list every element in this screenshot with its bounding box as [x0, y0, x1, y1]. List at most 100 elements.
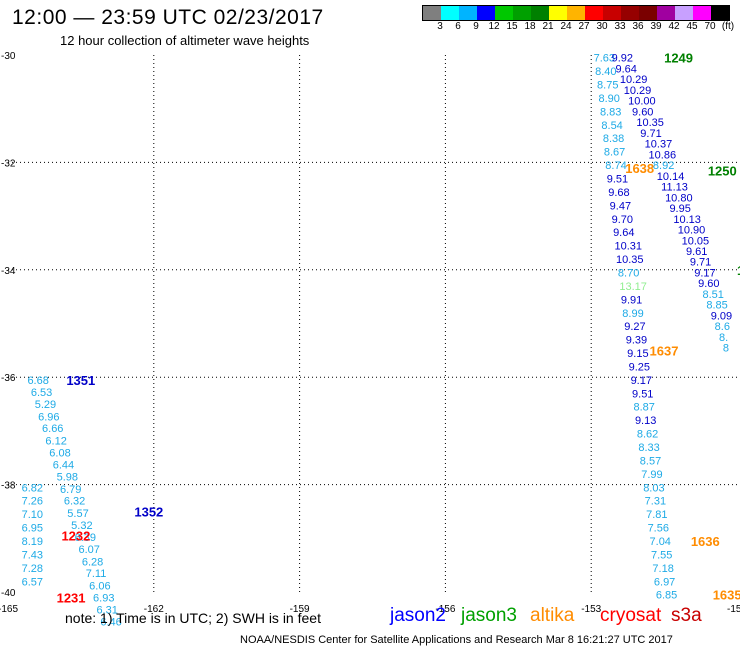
lon-tick-label: -156 — [435, 604, 455, 615]
legend-label: 42 — [668, 21, 680, 32]
wave-height-label: 8 — [723, 343, 729, 355]
wave-height-label: 10.14 — [657, 171, 685, 183]
wave-height-label: 8.74 — [605, 160, 626, 172]
wave-height-label: 8.85 — [706, 300, 727, 312]
legend-label: 21 — [542, 21, 554, 32]
wave-height-label: 9.51 — [632, 388, 653, 400]
wave-height-label: 6.93 — [93, 592, 114, 604]
wave-height-label: 9.92 — [612, 53, 633, 65]
wave-height-label: 9.71 — [640, 128, 661, 140]
wave-height-label: 10.35 — [636, 117, 664, 129]
wave-height-label: 8.51 — [702, 289, 723, 301]
page-title: 12:00 — 23:59 UTC 02/23/2017 — [12, 6, 324, 29]
legend-swatch — [711, 6, 729, 20]
wave-height-label: 6.66 — [42, 423, 63, 435]
lat-tick-label: -38 — [1, 481, 16, 492]
legend-swatch — [441, 6, 459, 20]
wave-height-label: 7.26 — [22, 496, 43, 508]
wave-height-label: 6.12 — [45, 436, 66, 448]
wave-height-label: 9.51 — [607, 174, 628, 186]
color-scale-legend — [422, 5, 730, 21]
legend-label: 6 — [455, 21, 461, 32]
pass-time-label: 1351 — [66, 373, 95, 388]
legend-swatch — [657, 6, 675, 20]
wave-height-label: 6.57 — [22, 576, 43, 588]
wave-height-label: 6.95 — [22, 523, 43, 535]
lat-tick-label: -34 — [1, 266, 16, 277]
legend-label: 18 — [524, 21, 536, 32]
wave-height-label: 10.29 — [620, 74, 648, 86]
legend-label: 12 — [488, 21, 500, 32]
wave-height-label: 9.17 — [694, 267, 715, 279]
pass-time-label: 1352 — [134, 504, 163, 519]
lon-tick-label: -162 — [144, 604, 164, 615]
wave-height-label: 10.13 — [673, 214, 701, 226]
legend-label: 9 — [473, 21, 479, 32]
satellite-altika: altika — [530, 605, 575, 626]
legend-swatch — [495, 6, 513, 20]
wave-height-label: 9.60 — [632, 106, 653, 118]
pass-time-label: 1637 — [650, 343, 679, 358]
wave-height-label: 7.28 — [22, 563, 43, 575]
wave-height-label: 11.13 — [661, 182, 688, 194]
legend-swatch — [423, 6, 441, 20]
wave-height-label: 8.54 — [601, 120, 622, 132]
wave-height-label: 6.07 — [78, 544, 99, 556]
lon-tick-label: -165 — [0, 604, 18, 615]
wave-height-label: 10.86 — [649, 149, 677, 161]
legend-label: 3 — [437, 21, 443, 32]
wave-height-label: 5.98 — [57, 472, 78, 484]
wave-height-label: 6.31 — [96, 605, 117, 617]
legend-label: 30 — [596, 21, 608, 32]
pass-time-label: 1638 — [625, 161, 654, 176]
wave-height-label: 6.53 — [31, 387, 52, 399]
wave-height-label: 7.56 — [648, 523, 669, 535]
legend-label: 45 — [686, 21, 698, 32]
wave-height-label: 6.79 — [60, 484, 81, 496]
legend-swatch — [549, 6, 567, 20]
wave-height-label: 7.18 — [652, 563, 673, 575]
wave-height-label: 9.09 — [711, 310, 732, 322]
wave-height-label: 10.37 — [645, 139, 673, 151]
wave-height-label: 9.95 — [669, 203, 690, 215]
wave-height-label: 7.99 — [641, 469, 662, 481]
pass-time-label: 1232 — [61, 529, 90, 544]
wave-height-label: 8.38 — [603, 133, 624, 145]
wave-height-label: 6.06 — [89, 581, 110, 593]
wave-height-label: 9.17 — [631, 375, 652, 387]
wave-height-label: 8.57 — [640, 455, 661, 467]
wave-height-label: 6.96 — [38, 411, 59, 423]
legend-swatch — [675, 6, 693, 20]
wave-height-label: 6.85 — [656, 590, 677, 602]
legend-swatch — [531, 6, 549, 20]
lat-tick-label: -32 — [1, 158, 16, 169]
wave-height-label: 8.75 — [597, 80, 618, 92]
wave-height-label: 10.00 — [628, 96, 656, 108]
wave-height-label: 5.57 — [67, 508, 88, 520]
wave-height-label: 6.39 — [75, 532, 96, 544]
wave-height-label: 8.6 — [715, 321, 730, 333]
wave-height-label: 9.91 — [621, 294, 642, 306]
pass-time-label: 1231 — [57, 590, 86, 605]
wave-height-label: 5.32 — [71, 520, 92, 532]
legend-label: 15 — [506, 21, 518, 32]
legend-label: 39 — [650, 21, 662, 32]
legend-swatch — [639, 6, 657, 20]
legend-swatch — [513, 6, 531, 20]
wave-height-label: 8.99 — [622, 308, 643, 320]
wave-height-label: 9.47 — [610, 200, 631, 212]
wave-height-label: 10.31 — [615, 241, 643, 253]
legend-label: (ft) — [721, 21, 735, 32]
legend-swatch — [477, 6, 495, 20]
wave-height-label: 6.28 — [82, 556, 103, 568]
pass-time-label: 1636 — [691, 534, 720, 549]
legend-label: 36 — [632, 21, 644, 32]
wave-height-label: 8.83 — [600, 106, 621, 118]
legend-label: 33 — [614, 21, 626, 32]
wave-height-label: 5.29 — [35, 399, 56, 411]
wave-height-label: 7.43 — [22, 549, 43, 561]
wave-height-label: 6.46 — [100, 617, 121, 629]
legend-swatch — [621, 6, 639, 20]
